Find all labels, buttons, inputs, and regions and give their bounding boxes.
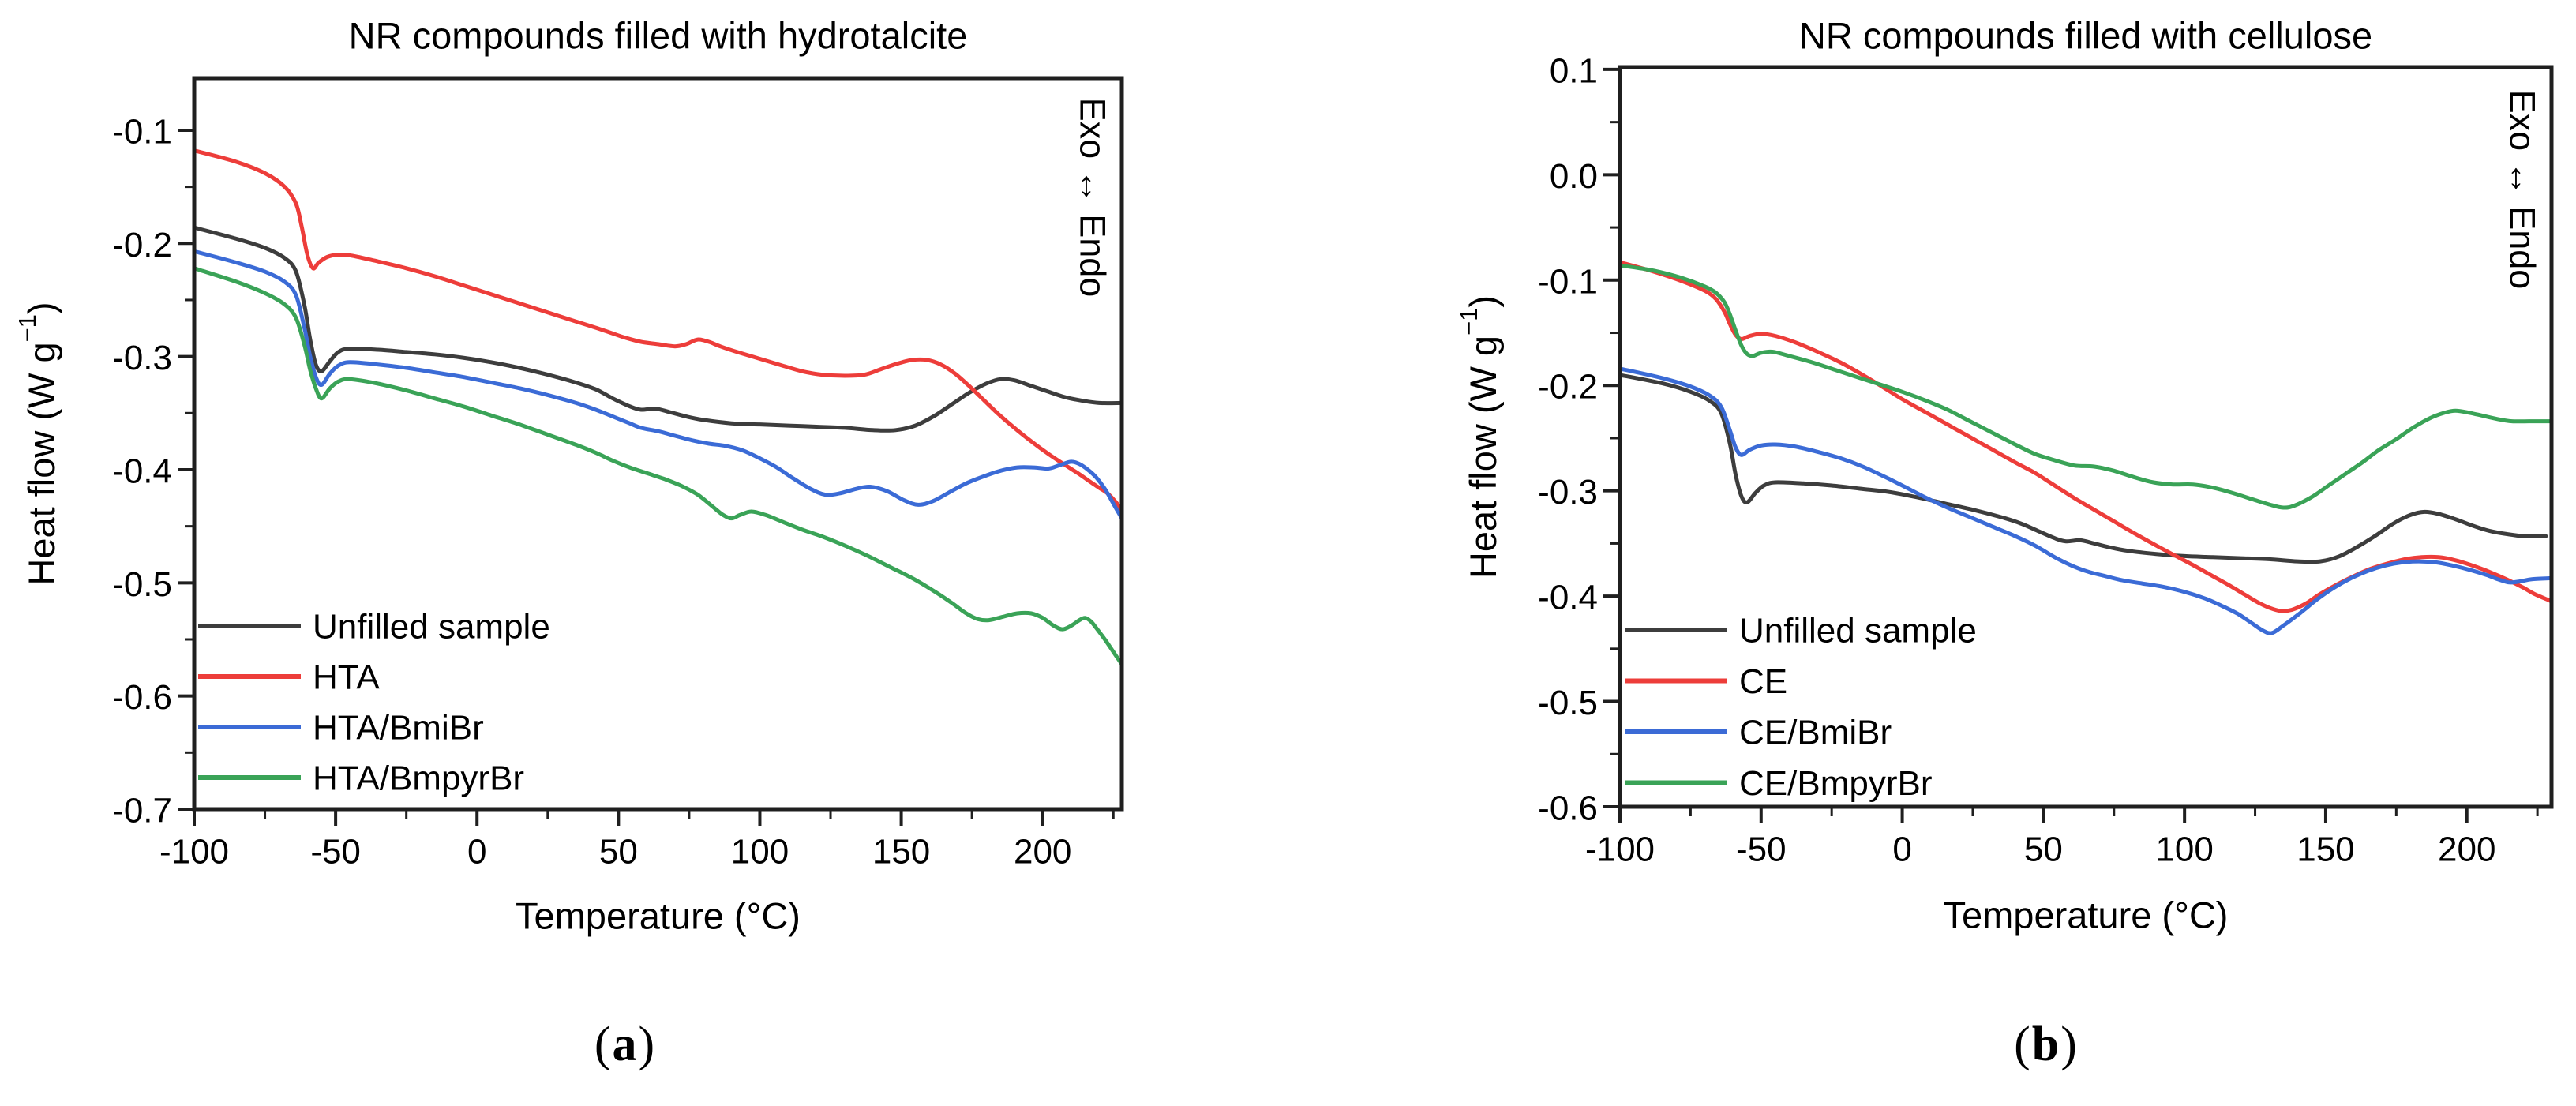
x-axis-label-a: Temperature (°C): [516, 895, 801, 937]
x-axis-label-b: Temperature (°C): [1944, 894, 2229, 936]
legend-b: Unfilled sample CE CE/BmiBr CE/BmpyrBr: [1625, 612, 1977, 803]
legend-label-b-1: CE: [1739, 662, 1787, 701]
curve-hta-bmibr: [194, 249, 1122, 521]
curve-unfilled-sample: [194, 225, 1122, 433]
panel-cellulose: -100 -50 0 50 100 150 200 0.1 0.0 -0.1 -0.2 -0.3 -0.…: [1287, 0, 2576, 1106]
subfigure-label-b-close: ): [2060, 1018, 2079, 1071]
chart-title-a: NR compounds filled with hydrotalcite: [349, 15, 968, 57]
svg-text:-0.2: -0.2: [112, 226, 172, 264]
svg-text:-100: -100: [1585, 830, 1655, 869]
curve-ce: [1620, 260, 2552, 613]
svg-text:100: 100: [2155, 830, 2213, 869]
legend-label-b-2: CE/BmiBr: [1739, 714, 1892, 752]
tick-labels-a: -100 -50 0 50 100 150 200 -0.1 -0.2 -0.3 -0.4 -0.5 -…: [112, 112, 1071, 871]
svg-text:-0.6: -0.6: [112, 678, 172, 717]
svg-text:100: 100: [731, 833, 789, 872]
subfigure-label-b-letter: b: [2031, 1018, 2061, 1071]
svg-text:50: 50: [2024, 830, 2063, 869]
dsc-chart-hydrotalcite: -100 -50 0 50 100 150 200 -0.1 -0.2 -0.3 -0.4 -0.5 -…: [13, 15, 1124, 937]
svg-text:-0.5: -0.5: [1538, 684, 1598, 722]
svg-text:-0.3: -0.3: [112, 339, 172, 377]
y-axis-label-a: Heat flow (W g−1): [13, 302, 62, 585]
legend-label-a-3: HTA/BmpyrBr: [313, 759, 524, 798]
chart-title-b: NR compounds filled with cellulose: [1799, 15, 2372, 57]
legend-label-a-2: HTA/BmiBr: [313, 709, 484, 748]
svg-text:150: 150: [2297, 830, 2354, 869]
svg-text:0: 0: [467, 833, 486, 872]
legend-label-a-0: Unfilled sample: [313, 608, 550, 647]
svg-text:0.1: 0.1: [1550, 51, 1598, 90]
svg-text:-0.7: -0.7: [112, 792, 172, 830]
axis-minor-ticks-b: [1610, 121, 2539, 816]
legend-label-b-0: Unfilled sample: [1739, 612, 1977, 650]
svg-text:-0.4: -0.4: [1538, 579, 1598, 617]
plot-frame-a: [192, 76, 1124, 812]
subfigure-label-b-open: (: [2014, 1018, 2032, 1071]
svg-text:0.0: 0.0: [1550, 157, 1598, 196]
curve-ce-bmibr: [1620, 366, 2552, 635]
curve-hta: [194, 148, 1122, 513]
legend-label-b-3: CE/BmpyrBr: [1739, 764, 1932, 803]
exo-endo-annotation-b: Exo ↔ Endo: [2503, 90, 2543, 290]
svg-text:-0.1: -0.1: [1538, 262, 1598, 301]
svg-text:200: 200: [1014, 833, 1071, 872]
svg-text:0: 0: [1892, 830, 1911, 869]
svg-text:-0.4: -0.4: [112, 452, 172, 490]
y-axis-label-b: Heat flow (W g−1): [1455, 295, 1504, 579]
series-curves-b: [1620, 260, 2552, 635]
svg-text:150: 150: [872, 833, 930, 872]
svg-text:-0.5: -0.5: [112, 565, 172, 604]
subfigure-label-a-letter: a: [612, 1018, 639, 1071]
series-curves-a: [194, 148, 1122, 666]
subfigure-label-a: (a): [594, 1017, 656, 1073]
curve-hta-bmpyrbr: [194, 266, 1122, 666]
axis-ticks-a: [178, 128, 1044, 826]
svg-text:-100: -100: [159, 833, 229, 872]
exo-endo-annotation-a: Exo ↔ Endo: [1073, 98, 1113, 298]
subfigure-label-a-open: (: [594, 1018, 613, 1071]
curve-ce-bmpyrbr: [1620, 263, 2552, 510]
plot-frame-b: [1618, 65, 2554, 809]
svg-text:-0.2: -0.2: [1538, 368, 1598, 407]
panel-hydrotalcite: -100 -50 0 50 100 150 200 -0.1 -0.2 -0.3 -0.4 -0.5 -…: [0, 0, 1287, 1106]
svg-text:-50: -50: [1736, 830, 1787, 869]
svg-text:-0.1: -0.1: [112, 112, 172, 151]
svg-text:-0.3: -0.3: [1538, 473, 1598, 512]
dsc-chart-cellulose: -100 -50 0 50 100 150 200 0.1 0.0 -0.1 -0.2 -0.3 -0.…: [1455, 15, 2554, 936]
curve-unfilled-sample: [1620, 373, 2548, 564]
legend-a: Unfilled sample HTA HTA/BmiBr HTA/BmpyrBr: [198, 608, 550, 798]
legend-label-a-1: HTA: [313, 658, 380, 697]
svg-text:-50: -50: [310, 833, 361, 872]
subfigure-label-b: (b): [2014, 1017, 2079, 1073]
svg-text:200: 200: [2438, 830, 2495, 869]
svg-text:50: 50: [599, 833, 638, 872]
svg-text:-0.6: -0.6: [1538, 789, 1598, 828]
tick-labels-b: -100 -50 0 50 100 150 200 0.1 0.0 -0.1 -0.2 -0.3 -0.…: [1538, 51, 2495, 868]
subfigure-label-a-close: ): [638, 1018, 657, 1071]
axis-ticks-b: [1603, 67, 2469, 823]
